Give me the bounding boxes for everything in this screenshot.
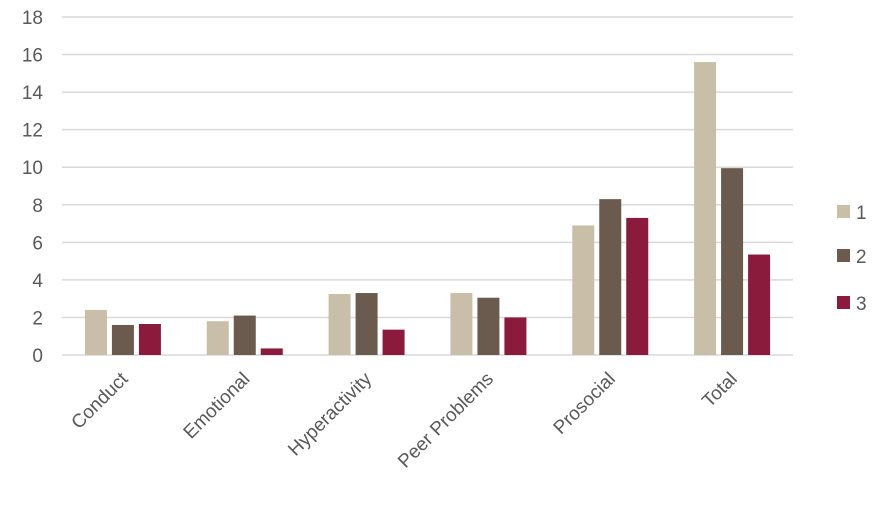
bar-hyperactivity-series-2: [355, 293, 378, 355]
bar-peer-problems-series-1: [450, 293, 473, 355]
y-tick-label: 0: [32, 346, 43, 367]
y-axis-ticks: 0 2 4 6 8 10 12 14 16 18: [22, 8, 44, 367]
bar-emotional-series-2: [233, 315, 256, 355]
bar-prosocial-series-2: [599, 199, 622, 355]
y-tick-label: 8: [32, 196, 43, 217]
bars: [84, 62, 771, 356]
y-tick-label: 10: [22, 158, 43, 179]
x-axis-ticks: Conduct Emotional Hyperactivity Peer Proble…: [68, 368, 742, 472]
bar-peer-problems-series-3: [504, 317, 527, 355]
y-tick-label: 12: [22, 121, 43, 142]
legend-label-2: 2: [856, 247, 867, 268]
bar-hyperactivity-series-1: [328, 293, 351, 355]
bar-prosocial-series-3: [626, 217, 649, 355]
x-tick-label: Emotional: [180, 369, 255, 444]
legend: 1 2 3: [837, 203, 867, 315]
y-tick-label: 18: [22, 8, 43, 29]
bar-conduct-series-3: [138, 324, 161, 355]
bar-total-series-1: [694, 62, 717, 356]
legend-label-3: 3: [856, 294, 867, 315]
bar-hyperactivity-series-3: [382, 329, 405, 355]
bar-emotional-series-3: [260, 348, 283, 355]
legend-swatch-2: [837, 249, 850, 262]
bar-total-series-2: [721, 168, 744, 355]
y-tick-label: 2: [32, 308, 43, 329]
bar-emotional-series-1: [206, 321, 229, 355]
bar-prosocial-series-1: [572, 225, 595, 355]
bar-total-series-3: [748, 254, 771, 355]
x-tick-label: Hyperactivity: [284, 368, 376, 460]
bar-conduct-series-2: [111, 324, 134, 355]
bar-peer-problems-series-2: [477, 297, 500, 355]
x-tick-label: Total: [698, 369, 741, 412]
y-tick-label: 4: [32, 271, 43, 292]
y-tick-label: 6: [32, 233, 43, 254]
bar-conduct-series-1: [84, 309, 107, 355]
gridlines: [62, 16, 793, 356]
y-tick-label: 16: [22, 46, 43, 67]
x-tick-label: Conduct: [68, 368, 133, 433]
y-tick-label: 14: [22, 83, 44, 104]
legend-swatch-1: [837, 205, 850, 218]
legend-swatch-3: [837, 296, 850, 309]
x-tick-label: Prosocial: [550, 369, 620, 439]
legend-label-1: 1: [856, 203, 867, 224]
x-tick-label: Peer Problems: [394, 369, 498, 473]
